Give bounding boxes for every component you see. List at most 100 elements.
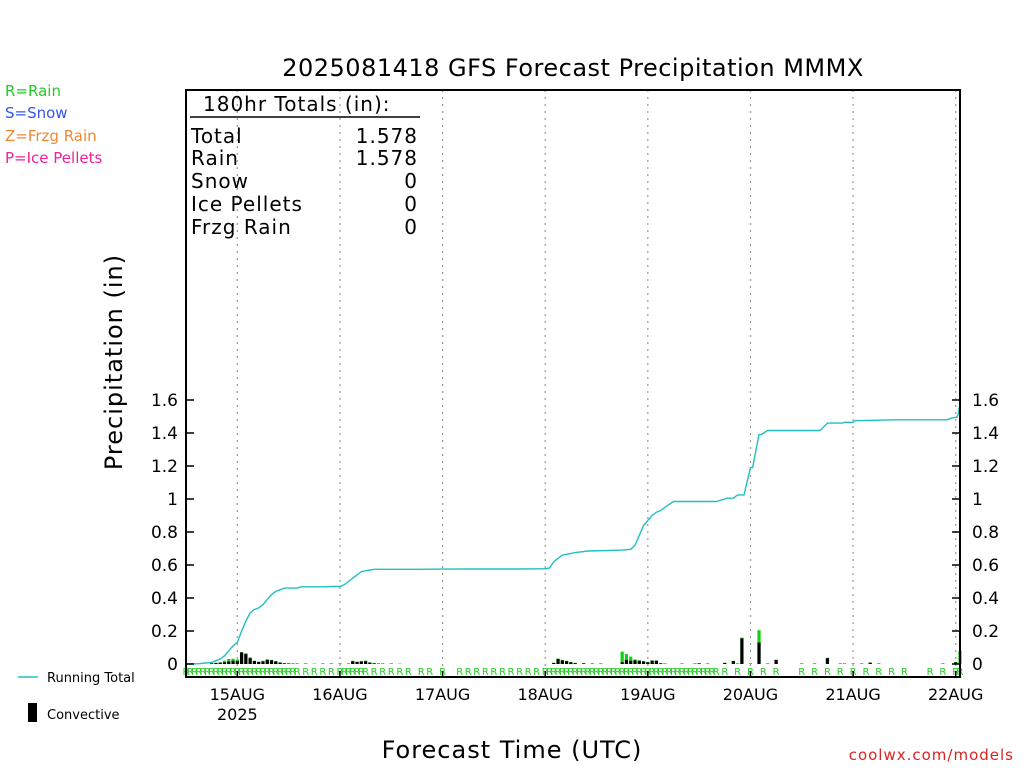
- grid-lines: [236, 90, 957, 677]
- convective-bar-0: [210, 663, 214, 664]
- ptype-marker-7: R: [212, 667, 219, 678]
- ptype-marker-102: R: [798, 667, 805, 678]
- precip-legend-rain: R=Rain: [5, 82, 61, 100]
- ptype-marker-88: R: [679, 667, 686, 678]
- xtick-label-0: 15AUG: [210, 685, 265, 704]
- ytick-right-label-4: 0.8: [972, 523, 999, 543]
- xtick-sublabel-0: 2025: [217, 705, 258, 724]
- ptype-marker-16: R: [251, 667, 258, 678]
- totals-box: 180hr Totals (in): Total 1.578 Rain 1.57…: [190, 92, 420, 239]
- xtick-label-1: 16AUG: [312, 685, 367, 704]
- convective-bar-46: [620, 662, 624, 664]
- ptype-marker-54: R: [525, 667, 532, 678]
- ptype-marker-59: R: [555, 667, 562, 678]
- ytick-left-label-6: 1.2: [151, 457, 178, 477]
- ptype-marker-61: R: [563, 667, 570, 678]
- xtick-label-5: 20AUG: [723, 685, 778, 704]
- ptype-marker-64: R: [576, 667, 583, 678]
- convective-bar-50: [637, 660, 641, 664]
- convective-bar-39: [560, 660, 564, 664]
- convective-bar-49: [633, 660, 637, 664]
- convective-bar-64: [740, 638, 744, 664]
- ptype-marker-14: R: [242, 667, 249, 678]
- ytick-left-label-1: 0.2: [151, 622, 178, 642]
- convective-bar-8: [244, 654, 248, 664]
- ptype-marker-97: R: [721, 667, 728, 678]
- ptype-marker-37: R: [362, 667, 369, 678]
- ptype-marker-58: R: [550, 667, 557, 678]
- convective-bar-4: [227, 661, 231, 664]
- convective-bar-79: [954, 662, 958, 664]
- convective-bar-15: [274, 661, 278, 664]
- ptype-marker-107: R: [862, 667, 869, 678]
- ptype-marker-111: R: [927, 667, 934, 678]
- convective-bar-55: [659, 663, 663, 664]
- convective-bar-7: [239, 652, 244, 664]
- ptype-marker-44: R: [426, 667, 433, 678]
- precip-bar-46: [620, 651, 624, 664]
- x-axis-label: Forecast Time (UTC): [382, 736, 643, 764]
- ptype-marker-90: R: [687, 667, 694, 678]
- ptype-marker-46: R: [456, 667, 463, 678]
- ptype-marker-73: R: [614, 667, 621, 678]
- totals-rain-value: 1.578: [356, 146, 418, 170]
- ptype-marker-24: R: [285, 667, 292, 678]
- ytick-right-label-3: 0.6: [972, 556, 999, 576]
- ptype-marker-110: R: [901, 667, 908, 678]
- ptype-marker-49: R: [482, 667, 489, 678]
- ptype-marker-42: R: [405, 667, 412, 678]
- convective-bar-43: [582, 663, 586, 664]
- convective-bar-68: [774, 659, 778, 664]
- ptype-marker-66: R: [584, 667, 591, 678]
- ptype-marker-9: R: [221, 667, 228, 678]
- ytick-right-label-5: 1: [972, 490, 983, 510]
- ptype-marker-94: R: [704, 667, 711, 678]
- ptype-marker-65: R: [580, 667, 587, 678]
- ytick-right-label-0: 0: [972, 655, 983, 675]
- ptype-marker-41: R: [396, 667, 403, 678]
- ptype-marker-38: R: [371, 667, 378, 678]
- convective-bar-16: [278, 662, 282, 664]
- y-axis-ticks: 0 0 0.2 0.2 0.4 0.4 0.6 0.6 0.8 0.8 1 1 1.2 1.2 1.4 1.4…: [151, 391, 999, 675]
- ptype-marker-100: R: [760, 667, 767, 678]
- ptype-marker-47: R: [465, 667, 472, 678]
- convective-bar-12: [261, 661, 265, 664]
- convective-bar-40: [564, 661, 569, 664]
- precip-bar-47: [624, 654, 629, 664]
- ptype-marker-112: R: [939, 667, 946, 678]
- convective-bar-59: [697, 663, 701, 664]
- convective-bar-3: [222, 662, 227, 664]
- ptype-marker-75: R: [623, 667, 630, 678]
- ptype-marker-78: R: [636, 667, 643, 678]
- ptype-marker-22: R: [277, 667, 284, 678]
- totals-ice-pellets-label: Ice Pellets: [191, 192, 303, 216]
- convective-bar-14: [269, 660, 274, 664]
- convective-bar-51: [641, 661, 646, 664]
- ptype-marker-5: R: [204, 667, 211, 678]
- ptype-marker-74: R: [619, 667, 626, 678]
- ptype-marker-27: R: [302, 667, 309, 678]
- convective-bar-71: [825, 658, 830, 664]
- convective-bar-32: [372, 663, 376, 664]
- ptype-marker-10: R: [225, 667, 232, 678]
- xtick-label-3: 18AUG: [517, 685, 572, 704]
- ytick-left-label-7: 1.4: [151, 424, 178, 444]
- convective-bar-6: [235, 661, 239, 664]
- ptype-marker-15: R: [247, 667, 254, 678]
- convective-bar-31: [368, 662, 372, 664]
- ptype-marker-57: R: [546, 667, 553, 678]
- y-axis-label: Precipitation (in): [100, 254, 128, 470]
- xtick-label-7: 22AUG: [928, 685, 983, 704]
- ptype-marker-76: R: [627, 667, 634, 678]
- convective-bar-27: [351, 661, 355, 664]
- ptype-marker-28: R: [311, 667, 318, 678]
- precip-legend-ice-pellets: P=Ice Pellets: [5, 149, 102, 167]
- convective-bar-29: [359, 661, 363, 664]
- ptype-marker-36: R: [358, 667, 365, 678]
- convective-bar-30: [364, 661, 368, 664]
- ptype-marker-62: R: [567, 667, 574, 678]
- ptype-marker-82: R: [653, 667, 660, 678]
- chart-title: 2025081418 GFS Forecast Precipitation MM…: [282, 54, 864, 82]
- ptype-marker-70: R: [602, 667, 609, 678]
- convective-bar-2: [218, 662, 222, 664]
